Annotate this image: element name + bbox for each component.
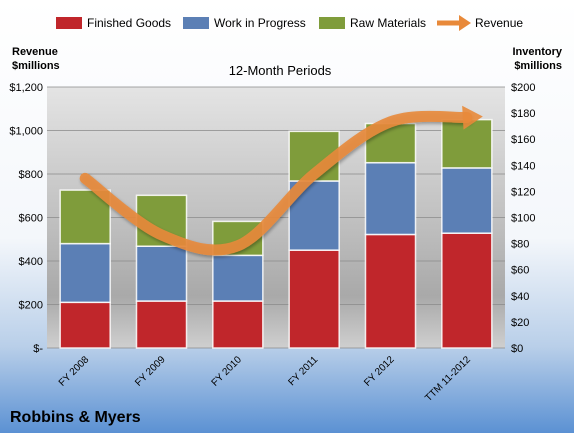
left-tick-label: $-: [33, 343, 43, 355]
bar-segment-work-in-progress: [135, 245, 188, 302]
bar-segment-work-in-progress: [59, 242, 111, 304]
left-tick-label: $200: [19, 300, 43, 312]
chart-title: 12-Month Periods: [229, 63, 332, 78]
legend-label: Revenue: [475, 16, 523, 30]
company-name: Robbins & Myers: [10, 409, 141, 426]
legend-swatch: [56, 17, 82, 29]
left-tick-label: $400: [19, 256, 43, 268]
right-axis-label-line1: Inventory: [512, 46, 562, 58]
legend-swatch: [319, 17, 345, 29]
legend-swatch-arrow: [459, 15, 471, 31]
right-axis-label-line2: $millions: [514, 60, 562, 72]
right-tick-label: $60: [511, 265, 529, 277]
right-tick-label: $80: [511, 239, 529, 251]
legend-label: Raw Materials: [350, 16, 426, 30]
left-tick-label: $1,200: [9, 82, 43, 94]
bar-segment-finished-goods: [441, 232, 493, 349]
bar-segment-finished-goods: [135, 300, 188, 349]
legend-label: Work in Progress: [214, 16, 306, 30]
bar-segment-work-in-progress: [441, 167, 493, 234]
gridlines: [47, 86, 505, 349]
legend-label: Finished Goods: [87, 16, 171, 30]
right-tick-label: $0: [511, 343, 523, 355]
right-tick-label: $160: [511, 134, 535, 146]
right-tick-label: $180: [511, 108, 535, 120]
left-axis-label-line2: $millions: [12, 60, 60, 72]
revenue-line: [79, 110, 473, 256]
bars: [59, 118, 493, 349]
bar-segment-finished-goods: [212, 300, 264, 349]
bar-segment-finished-goods: [59, 301, 111, 349]
bar-segment-work-in-progress: [212, 254, 264, 302]
right-tick-label: $140: [511, 160, 535, 172]
revenue-line-group: [79, 105, 483, 256]
right-tick-label: $100: [511, 213, 535, 225]
right-tick-label: $120: [511, 186, 535, 198]
right-tick-label: $20: [511, 317, 529, 329]
left-tick-label: $800: [19, 169, 43, 181]
right-tick-label: $200: [511, 82, 535, 94]
left-axis-label-line1: Revenue: [12, 46, 58, 58]
right-tick-label: $40: [511, 291, 529, 303]
bar-segment-work-in-progress: [364, 161, 417, 236]
revenue-arrow-head: [462, 105, 483, 130]
left-tick-label: $1,000: [9, 126, 43, 138]
left-tick-label: $600: [19, 213, 43, 225]
bar-segment-finished-goods: [288, 249, 340, 349]
legend-swatch: [183, 17, 209, 29]
bar-segment-finished-goods: [364, 233, 417, 349]
legend: Finished Goods Work in Progress Raw Materi…: [56, 15, 523, 31]
